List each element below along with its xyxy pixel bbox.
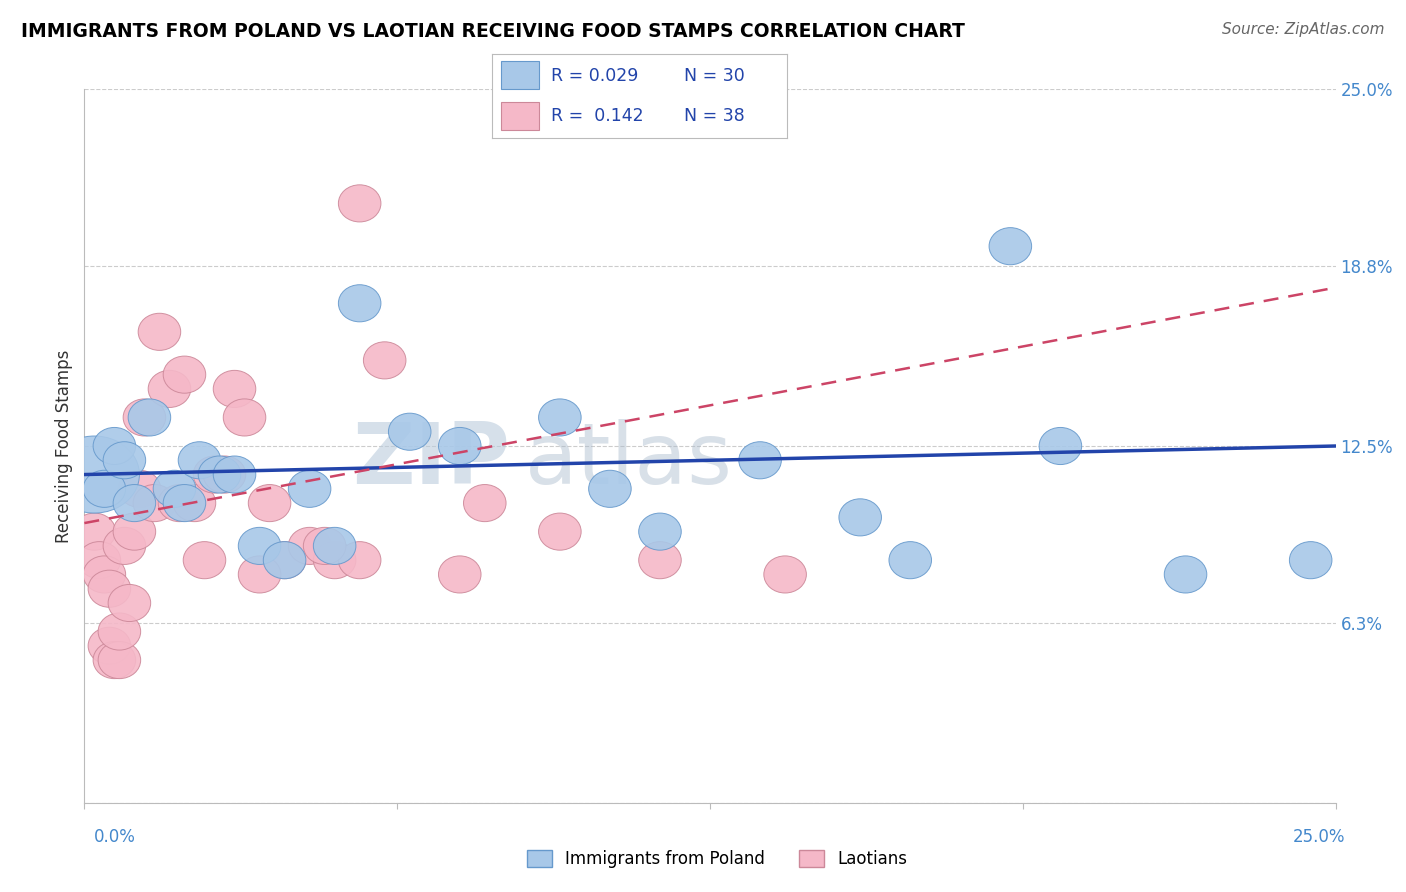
Ellipse shape xyxy=(988,227,1032,265)
Ellipse shape xyxy=(339,541,381,579)
Ellipse shape xyxy=(124,399,166,436)
Ellipse shape xyxy=(79,541,121,579)
FancyBboxPatch shape xyxy=(501,62,540,89)
Ellipse shape xyxy=(889,541,932,579)
Ellipse shape xyxy=(314,541,356,579)
Ellipse shape xyxy=(439,427,481,465)
Ellipse shape xyxy=(314,527,356,565)
Ellipse shape xyxy=(153,470,195,508)
Ellipse shape xyxy=(363,342,406,379)
Ellipse shape xyxy=(263,541,307,579)
Ellipse shape xyxy=(89,627,131,665)
Ellipse shape xyxy=(1289,541,1331,579)
Ellipse shape xyxy=(98,641,141,679)
Ellipse shape xyxy=(89,570,131,607)
Text: atlas: atlas xyxy=(524,418,733,502)
Ellipse shape xyxy=(238,556,281,593)
Ellipse shape xyxy=(1039,427,1081,465)
Ellipse shape xyxy=(93,641,135,679)
Text: N = 38: N = 38 xyxy=(683,107,745,125)
Text: 25.0%: 25.0% xyxy=(1292,828,1346,846)
Ellipse shape xyxy=(193,456,236,493)
Ellipse shape xyxy=(93,427,135,465)
Ellipse shape xyxy=(638,541,682,579)
Text: 0.0%: 0.0% xyxy=(94,828,136,846)
Text: R =  0.142: R = 0.142 xyxy=(551,107,644,125)
Text: IMMIGRANTS FROM POLAND VS LAOTIAN RECEIVING FOOD STAMPS CORRELATION CHART: IMMIGRANTS FROM POLAND VS LAOTIAN RECEIV… xyxy=(21,22,965,41)
Ellipse shape xyxy=(304,527,346,565)
Text: ZIP: ZIP xyxy=(352,418,510,502)
Ellipse shape xyxy=(339,185,381,222)
Ellipse shape xyxy=(589,470,631,508)
Ellipse shape xyxy=(108,584,150,622)
Ellipse shape xyxy=(112,513,156,550)
Ellipse shape xyxy=(163,484,205,522)
Ellipse shape xyxy=(263,541,307,579)
Ellipse shape xyxy=(738,442,782,479)
Ellipse shape xyxy=(224,399,266,436)
Ellipse shape xyxy=(204,456,246,493)
Ellipse shape xyxy=(83,470,125,508)
Ellipse shape xyxy=(198,456,240,493)
Ellipse shape xyxy=(103,442,146,479)
Ellipse shape xyxy=(49,436,139,513)
Ellipse shape xyxy=(638,513,682,550)
Ellipse shape xyxy=(388,413,432,450)
Ellipse shape xyxy=(238,527,281,565)
Ellipse shape xyxy=(173,484,215,522)
Legend: Immigrants from Poland, Laotians: Immigrants from Poland, Laotians xyxy=(520,843,914,875)
Y-axis label: Receiving Food Stamps: Receiving Food Stamps xyxy=(55,350,73,542)
Ellipse shape xyxy=(214,456,256,493)
Ellipse shape xyxy=(138,313,181,351)
FancyBboxPatch shape xyxy=(501,102,540,130)
Ellipse shape xyxy=(128,399,170,436)
Ellipse shape xyxy=(183,541,226,579)
Text: R = 0.029: R = 0.029 xyxy=(551,67,638,85)
Ellipse shape xyxy=(288,527,330,565)
Ellipse shape xyxy=(98,613,141,650)
Ellipse shape xyxy=(103,527,146,565)
Ellipse shape xyxy=(73,513,115,550)
Text: Source: ZipAtlas.com: Source: ZipAtlas.com xyxy=(1222,22,1385,37)
Ellipse shape xyxy=(163,356,205,393)
Ellipse shape xyxy=(159,484,201,522)
Ellipse shape xyxy=(148,370,191,408)
Ellipse shape xyxy=(249,484,291,522)
Ellipse shape xyxy=(439,556,481,593)
Ellipse shape xyxy=(134,484,176,522)
Ellipse shape xyxy=(538,513,581,550)
Ellipse shape xyxy=(763,556,807,593)
Ellipse shape xyxy=(339,285,381,322)
Ellipse shape xyxy=(214,370,256,408)
Ellipse shape xyxy=(538,399,581,436)
Ellipse shape xyxy=(179,442,221,479)
Ellipse shape xyxy=(112,484,156,522)
Ellipse shape xyxy=(83,556,125,593)
Ellipse shape xyxy=(1164,556,1206,593)
Text: N = 30: N = 30 xyxy=(683,67,745,85)
Ellipse shape xyxy=(118,470,160,508)
Ellipse shape xyxy=(288,470,330,508)
Ellipse shape xyxy=(839,499,882,536)
Ellipse shape xyxy=(464,484,506,522)
